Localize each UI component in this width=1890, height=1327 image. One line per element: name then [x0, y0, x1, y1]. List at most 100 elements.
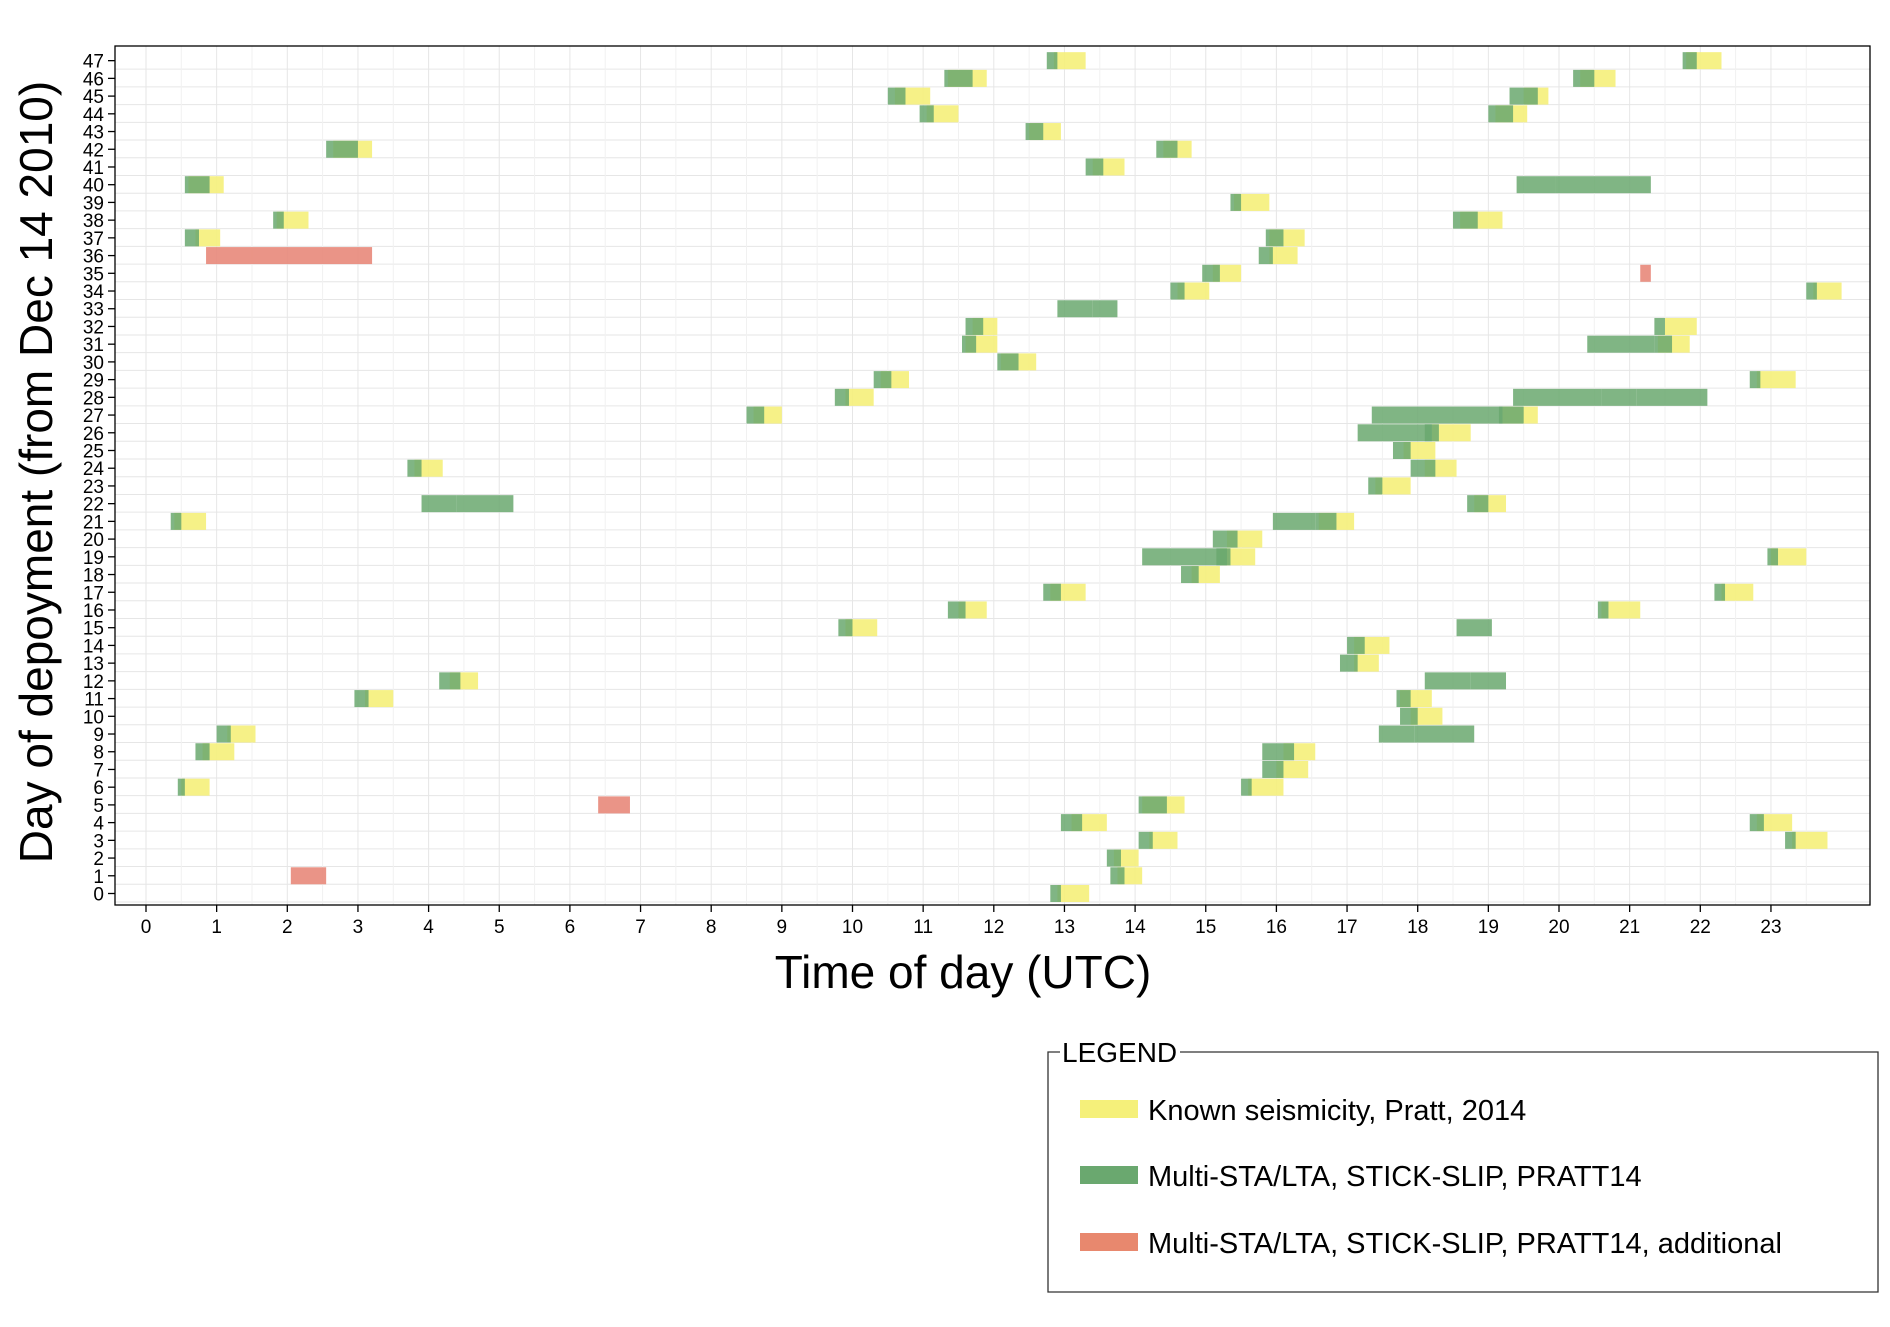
y-tick-label: 16 [83, 601, 104, 622]
y-axis-title: Day of depoyment (from Dec 14 2010) [10, 81, 62, 863]
additional-detection [1640, 264, 1651, 282]
multi-sta-lta-detection [1181, 566, 1199, 584]
y-tick-label: 36 [83, 247, 104, 268]
legend-frame [1047, 1051, 1879, 1293]
y-tick-label: 2 [93, 849, 104, 870]
multi-sta-lta-detection [1424, 424, 1439, 442]
x-tick-label: 6 [565, 917, 576, 938]
y-tick-label: 45 [83, 87, 104, 108]
multi-sta-lta-detection [1424, 672, 1471, 690]
multi-sta-lta-detection [887, 87, 906, 105]
multi-sta-lta-detection [354, 690, 369, 708]
known-seismicity-event [1234, 193, 1270, 211]
multi-sta-lta-detection [1654, 317, 1665, 335]
multi-sta-lta-detection [456, 495, 514, 513]
known-seismicity-event [845, 619, 878, 637]
x-tick-label: 9 [777, 917, 788, 938]
known-seismicity-event [1375, 477, 1411, 495]
multi-sta-lta-detection [1262, 760, 1284, 778]
known-seismicity-event [1354, 654, 1379, 672]
known-seismicity-event [1410, 707, 1443, 725]
multi-sta-lta-detection [873, 371, 892, 389]
y-tick-label: 25 [83, 442, 104, 463]
known-seismicity-event [1770, 548, 1807, 566]
multi-sta-lta-detection [944, 69, 973, 87]
multi-sta-lta-detection [965, 317, 984, 335]
y-tick-label: 32 [83, 317, 104, 338]
known-seismicity-event [1601, 601, 1641, 619]
multi-sta-lta-detection [1636, 388, 1708, 406]
y-tick-label: 5 [93, 796, 104, 817]
multi-sta-lta-detection [1110, 867, 1125, 885]
known-seismicity-event [365, 690, 394, 708]
multi-sta-lta-detection [1212, 530, 1238, 548]
legend: LEGEND Known seismicity, Pratt, 2014 Mul… [1047, 1037, 1879, 1293]
y-tick-label: 29 [83, 371, 104, 392]
known-seismicity-event [1403, 442, 1436, 459]
y-tick-label: 9 [93, 725, 104, 746]
multi-sta-lta-detection [1498, 406, 1524, 424]
multi-sta-lta-detection [195, 743, 210, 761]
y-tick-label: 22 [83, 495, 104, 516]
known-seismicity-event [202, 743, 235, 761]
multi-sta-lta-detection [184, 229, 199, 247]
multi-sta-lta-detection [1400, 707, 1418, 725]
additional-detection [290, 867, 327, 885]
y-tick-label: 0 [93, 885, 104, 906]
known-seismicity-event [174, 512, 207, 530]
multi-sta-lta-detection [170, 512, 182, 530]
multi-sta-lta-detection [1060, 814, 1083, 832]
multi-sta-lta-detection [1050, 885, 1061, 902]
multi-sta-lta-detection [1138, 831, 1153, 849]
multi-sta-lta-detection [1371, 406, 1503, 424]
y-tick-label: 11 [84, 690, 104, 711]
multi-sta-lta-detection [407, 459, 422, 477]
x-axis-title: Time of day (UTC) [775, 946, 1152, 998]
y-tick-label: 28 [83, 388, 104, 409]
known-seismicity-event [1177, 282, 1210, 300]
multi-sta-lta-detection [1046, 52, 1058, 70]
multi-sta-lta-detection [184, 176, 210, 194]
y-tick-label: 41 [83, 158, 104, 179]
multi-sta-lta-detection [997, 353, 1019, 371]
y-tick-label: 31 [83, 335, 104, 356]
x-tick-label: 18 [1407, 917, 1428, 938]
known-seismicity-event [926, 105, 959, 123]
multi-sta-lta-detection [1230, 193, 1242, 211]
multi-sta-lta-detection [1509, 87, 1538, 105]
multi-sta-lta-detection [1488, 105, 1514, 123]
y-axis: 0123456789101112131415161718192021222324… [83, 52, 115, 906]
legend-swatch-additional [1080, 1233, 1138, 1251]
x-tick-label: 14 [1125, 917, 1147, 938]
y-tick-label: 40 [83, 176, 104, 197]
x-tick-label: 23 [1760, 917, 1781, 938]
plot-frame [114, 45, 1871, 906]
x-tick-label: 22 [1690, 917, 1711, 938]
y-tick-label: 33 [83, 300, 104, 321]
x-tick-label: 19 [1478, 917, 1499, 938]
multi-sta-lta-detection [1555, 176, 1651, 194]
legend-swatch-known-seismicity [1080, 1100, 1138, 1118]
y-tick-label: 46 [83, 69, 104, 90]
x-tick-label: 8 [706, 917, 717, 938]
multi-sta-lta-detection [1085, 158, 1104, 176]
x-tick-label: 1 [211, 917, 222, 938]
y-tick-label: 27 [83, 406, 104, 427]
multi-sta-lta-detection [1785, 831, 1796, 849]
y-tick-label: 3 [93, 831, 104, 852]
multi-sta-lta-detection [1241, 778, 1252, 796]
known-seismicity-event [1792, 831, 1828, 849]
multi-sta-lta-detection [1202, 264, 1220, 282]
multi-sta-lta-detection [1378, 725, 1415, 743]
multi-sta-lta-detection [962, 335, 977, 353]
y-tick-label: 43 [83, 123, 104, 144]
x-tick-label: 2 [282, 917, 293, 938]
known-seismicity-event [195, 229, 221, 247]
y-tick-label: 30 [83, 353, 104, 374]
multi-sta-lta-detection [1749, 814, 1764, 832]
x-tick-label: 20 [1548, 917, 1569, 938]
additional-detection [206, 247, 373, 265]
multi-sta-lta-detection [1453, 211, 1478, 229]
y-tick-label: 15 [83, 619, 104, 640]
